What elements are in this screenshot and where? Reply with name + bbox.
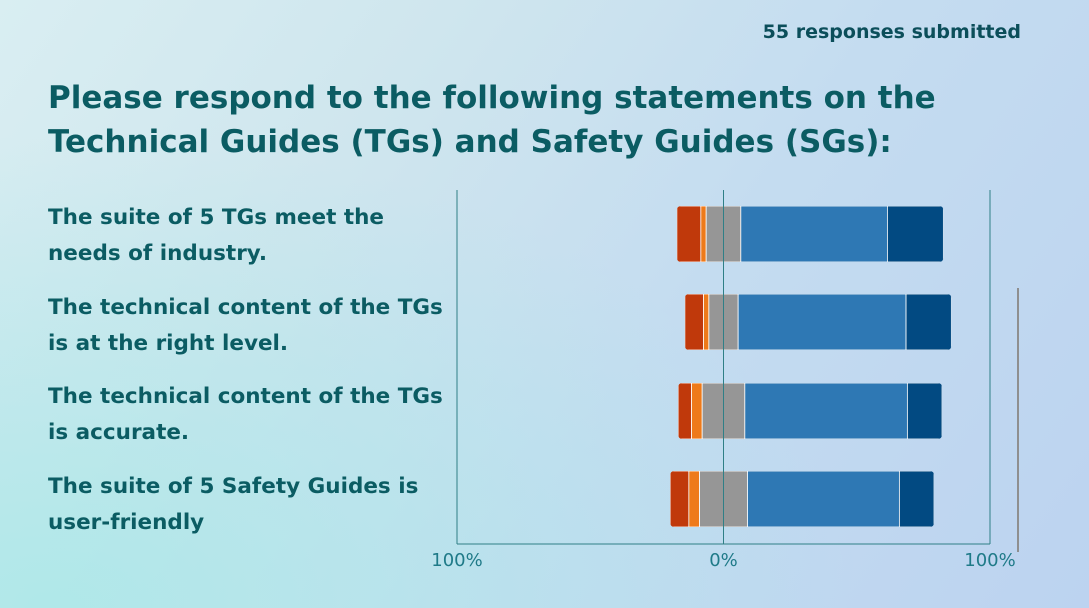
bar-segment — [906, 383, 943, 439]
bar-row — [684, 294, 952, 350]
bar-segment — [676, 206, 702, 262]
bar-segment — [678, 383, 692, 439]
page-title: Please respond to the following statemen… — [48, 80, 936, 160]
bar-segment — [886, 206, 944, 262]
bar-segment — [688, 471, 700, 527]
statement-label: The suite of 5 Safety Guides is user-fri… — [48, 474, 419, 535]
bar-row — [670, 471, 935, 527]
bar-segment — [747, 471, 900, 527]
bar-segment — [691, 383, 703, 439]
statement-label: The technical content of the TGs is accu… — [48, 384, 443, 445]
x-tick-label: 100% — [964, 550, 1015, 571]
bar-segment — [684, 294, 704, 350]
x-tick-label: 100% — [431, 550, 482, 571]
bar-segment — [670, 471, 690, 527]
bar-segment — [744, 383, 908, 439]
statement-label: The suite of 5 TGs meet the needs of ind… — [48, 205, 385, 266]
bar-segment — [898, 471, 935, 527]
bar-segment — [740, 206, 888, 262]
bar-segment — [737, 294, 907, 350]
bar-row — [678, 383, 943, 439]
bar-segment — [700, 206, 707, 262]
x-tick-label: 0% — [709, 550, 738, 571]
bar-segment — [703, 294, 710, 350]
responses-count: 55 responses submitted — [762, 21, 1021, 43]
bar-segment — [905, 294, 952, 350]
statement-label: The technical content of the TGs is at t… — [48, 295, 443, 356]
bar-row — [676, 206, 944, 262]
